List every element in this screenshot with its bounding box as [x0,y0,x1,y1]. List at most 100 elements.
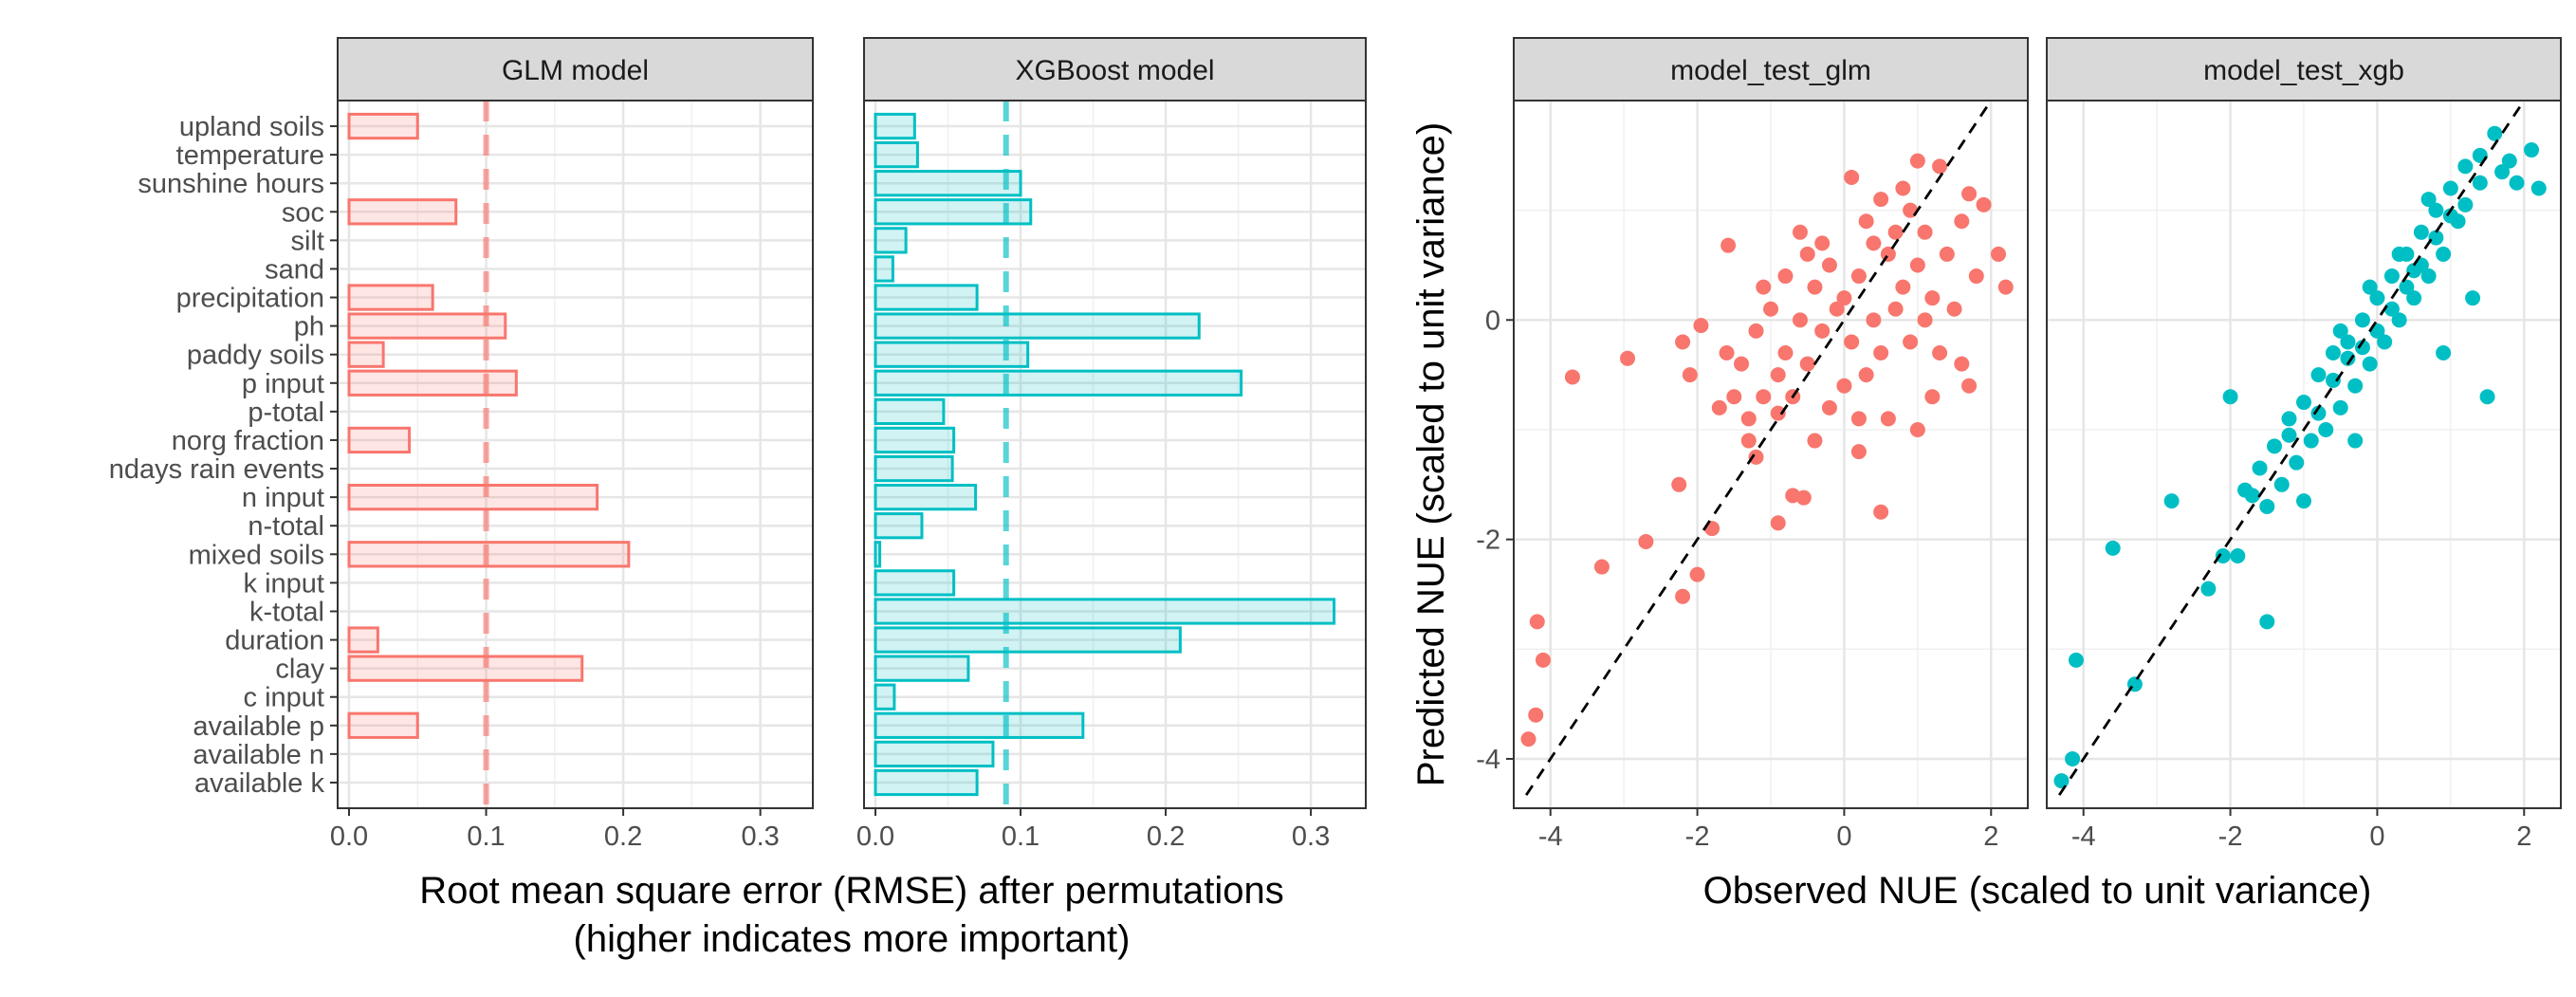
data-point [1799,246,1815,262]
data-point [1719,345,1735,361]
bar [874,369,1243,397]
category-label: mixed soils [189,540,324,570]
data-point [2406,263,2422,279]
data-point [1756,279,1772,295]
data-point [1836,378,1852,394]
bar [874,140,919,169]
category-label: silt [291,226,324,256]
data-point [2406,290,2422,306]
data-point [1535,652,1551,668]
data-point [2296,395,2311,411]
data-point [1895,180,1911,196]
data-point [1785,488,1801,504]
data-point [1593,559,1610,575]
data-point [1792,312,1808,328]
data-point [2281,411,2297,427]
bar [874,312,1201,340]
data-point [2310,367,2327,383]
data-point [1850,411,1867,427]
x-tick-label: 0.3 [1292,822,1330,852]
data-point [2428,230,2444,246]
data-point [2530,180,2547,196]
data-point [2442,208,2458,224]
data-point [2215,547,2231,563]
x-axis-title: Observed NUE (scaled to unit variance) [1703,870,2372,912]
data-point [2347,433,2364,449]
data-point [2383,301,2400,317]
panel-strip [2046,37,2562,102]
data-point [1909,257,1925,273]
bar [347,112,419,140]
data-point [2068,652,2084,668]
panel-border [337,100,814,809]
data-point [2354,312,2370,328]
panel-title: model_test_glm [1670,55,1871,86]
data-point [2281,427,2297,443]
data-point [1997,279,2014,295]
panel-strip [1513,37,2029,102]
data-point [1792,224,1808,240]
bar [347,655,584,682]
category-label: available k [194,768,325,799]
category-label: p input [242,369,324,399]
data-point [1844,169,1860,185]
bar [874,598,1336,625]
data-point [1638,533,1654,549]
data-point [1829,301,1845,317]
bar [874,170,1022,197]
data-point [1748,449,1764,465]
category-label: upland soils [179,112,324,142]
data-point [2296,493,2311,509]
data-point [2420,268,2437,285]
bar [347,626,379,654]
category-label: n input [242,483,324,513]
data-point [1961,186,1978,202]
data-point [1887,224,1904,240]
data-point [1873,192,1889,208]
category-label: duration [225,626,324,656]
data-point [1693,318,1709,334]
data-point [1954,356,1970,372]
data-point [2310,405,2327,421]
data-point [1880,411,1896,427]
data-point [1866,312,1882,328]
data-point [1961,378,1978,394]
bar [874,397,946,426]
data-point [2354,340,2370,356]
y-tick-label: -4 [1476,745,1500,775]
bar [874,541,882,568]
category-label: available n [193,740,324,770]
data-point [1777,345,1794,361]
data-point [2222,389,2238,405]
data-point [1711,399,1727,415]
data-point [1909,153,1925,169]
x-tick-label: 0.3 [741,822,779,852]
data-point [2244,488,2260,504]
x-tick-label: -2 [2218,822,2243,852]
bar [874,512,924,540]
data-point [2347,378,2364,394]
y-tick-label: -2 [1476,526,1500,556]
data-point [1799,356,1815,372]
data-point [1528,707,1544,723]
data-point [1924,290,1941,306]
x-tick-label: -4 [1538,822,1563,852]
data-point [1836,290,1852,306]
observed-vs-predicted-chart: model_test_glm -4 -2 0 2 -4 -2 0 model_test_xgb -… [1410,37,2562,912]
data-point [1844,334,1860,350]
category-label: p-total [248,397,324,428]
data-point [2472,175,2488,191]
data-point [2318,421,2334,437]
x-tick-label: 0.1 [1002,822,1040,852]
category-label: temperature [176,140,324,171]
panel-strip [863,37,1367,102]
data-point [2105,540,2121,556]
data-point [2332,399,2348,415]
category-label: k-total [249,597,324,627]
data-point [2479,389,2495,405]
data-point [1675,334,1691,350]
data-point [2457,196,2474,212]
x-tick-label: 0.0 [856,822,894,852]
category-label: clay [275,655,324,685]
bar [874,454,954,483]
